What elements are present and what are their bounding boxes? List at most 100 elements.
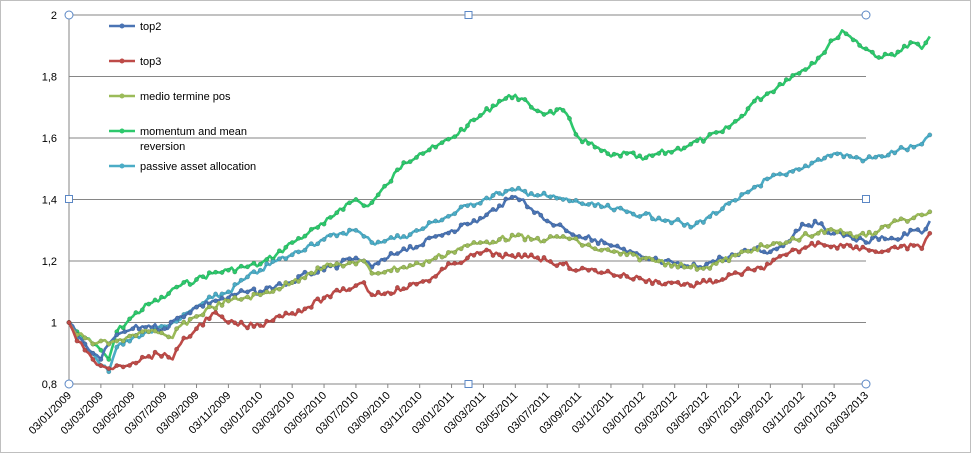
legend-item: medio termine pos (109, 91, 231, 103)
data-point (567, 198, 572, 204)
data-point (219, 291, 225, 297)
data-point (407, 262, 413, 268)
data-point (853, 244, 859, 250)
data-point (302, 275, 308, 281)
data-point (834, 245, 840, 251)
data-point (554, 195, 560, 201)
data-point (503, 196, 509, 202)
data-point (841, 244, 847, 249)
data-point (643, 155, 649, 161)
data-point (206, 294, 212, 300)
resize-handle[interactable] (464, 380, 473, 388)
data-point (885, 152, 891, 158)
data-point (809, 234, 815, 239)
data-point (315, 241, 321, 247)
resize-handle[interactable] (464, 11, 473, 19)
data-point (739, 249, 745, 255)
data-point (388, 268, 394, 274)
data-point (238, 296, 244, 302)
resize-handle[interactable] (64, 379, 74, 389)
data-point (895, 237, 901, 242)
data-point (605, 151, 611, 157)
data-point (484, 212, 490, 218)
data-point (847, 153, 853, 159)
data-point (114, 338, 120, 344)
data-point (799, 221, 805, 227)
data-point (688, 264, 694, 270)
resize-handle[interactable] (64, 10, 74, 20)
data-point (720, 258, 725, 264)
resize-handle[interactable] (862, 195, 870, 203)
data-point (308, 226, 314, 232)
data-point (426, 147, 432, 153)
data-point (347, 200, 352, 206)
data-point (120, 325, 126, 331)
data-point (681, 145, 687, 151)
data-point (213, 298, 219, 304)
data-point (114, 363, 120, 369)
data-point (919, 212, 925, 218)
data-point (700, 277, 706, 283)
data-point (751, 267, 757, 273)
y-tick-label: 1,6 (42, 133, 57, 145)
resize-handle[interactable] (861, 379, 871, 389)
data-point (857, 42, 863, 48)
data-point (904, 246, 910, 252)
data-point (809, 160, 815, 166)
data-point (114, 344, 120, 350)
data-point (452, 229, 458, 235)
resize-handle[interactable] (65, 195, 73, 203)
data-point (589, 238, 595, 244)
data-point (675, 216, 681, 222)
data-point (283, 280, 289, 286)
data-point (426, 235, 432, 241)
data-point (892, 244, 898, 250)
data-point (524, 204, 530, 210)
data-point (477, 215, 483, 221)
data-point (471, 203, 477, 209)
data-point (860, 158, 866, 164)
data-point (758, 265, 764, 271)
data-point (822, 50, 828, 56)
data-point (251, 286, 257, 292)
data-point (245, 264, 250, 270)
data-point (166, 354, 172, 360)
legend-label: passive asset allocation (140, 161, 256, 173)
selection-handles[interactable] (64, 10, 871, 389)
data-point (598, 148, 604, 154)
data-point (257, 261, 263, 267)
resize-handle[interactable] (861, 10, 871, 20)
data-point (522, 97, 528, 102)
data-point (618, 153, 623, 159)
data-point (174, 346, 180, 352)
data-point (484, 247, 490, 253)
legend-marker (119, 128, 125, 134)
data-point (551, 222, 557, 228)
data-point (120, 338, 126, 344)
data-point (688, 283, 694, 289)
data-point (484, 195, 490, 201)
data-point (915, 227, 921, 233)
data-point (340, 286, 346, 291)
data-point (879, 224, 885, 230)
data-point (74, 338, 80, 344)
data-point (796, 249, 802, 255)
data-point (340, 230, 346, 236)
data-point (401, 286, 407, 292)
data-point (796, 167, 802, 172)
data-point (764, 261, 770, 267)
data-point (465, 221, 470, 227)
data-point (815, 55, 821, 61)
data-point (452, 260, 458, 266)
legend-marker (119, 93, 125, 99)
data-point (382, 183, 388, 189)
data-point (669, 263, 674, 269)
data-point (908, 227, 914, 233)
data-point (206, 270, 212, 276)
data-point (503, 96, 509, 101)
data-point (187, 316, 193, 322)
data-point (828, 226, 834, 232)
data-point (426, 220, 432, 225)
data-point (624, 209, 630, 215)
